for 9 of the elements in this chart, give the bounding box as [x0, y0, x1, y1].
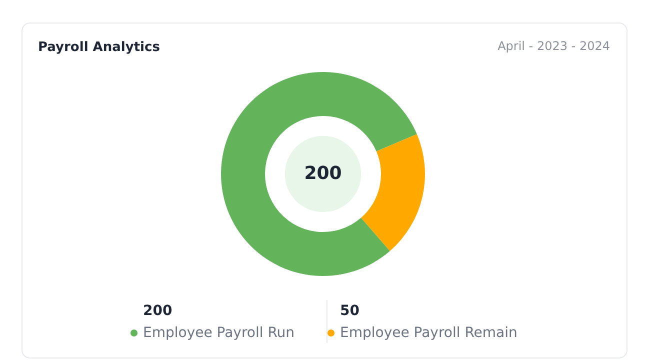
donut-slice	[221, 72, 417, 276]
legend-label: Employee Payroll Remain	[340, 325, 518, 341]
legend-label: Employee Payroll Run	[143, 325, 295, 341]
text: 200	[143, 303, 172, 319]
text: April - 2023 - 2024	[498, 39, 610, 53]
donut-slice	[361, 134, 425, 251]
chart-title: Payroll Analytics	[38, 40, 160, 55]
data-label: 50	[340, 303, 360, 319]
data-label: 200	[304, 163, 342, 184]
